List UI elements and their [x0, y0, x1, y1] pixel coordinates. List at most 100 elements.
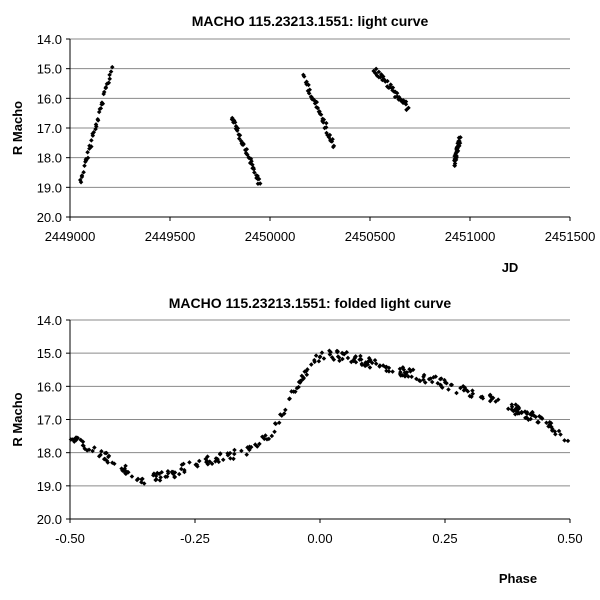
chart2-data-point	[460, 384, 466, 389]
chart2-data-point	[78, 437, 83, 443]
chart2-data-point	[546, 424, 551, 429]
chart2-data-point	[99, 449, 104, 454]
chart2-data-point	[480, 396, 486, 401]
chart2-data-point	[359, 361, 365, 366]
chart2-y-tick-label: 15.0	[37, 346, 62, 361]
chart1-data-point	[457, 140, 463, 146]
chart2-data-point	[423, 380, 428, 385]
chart1-data-point	[95, 118, 101, 123]
chart2-data-point	[470, 388, 475, 393]
chart2-data-point	[327, 348, 332, 354]
chart2-data-point	[272, 429, 277, 435]
chart2-data-point	[228, 456, 233, 461]
chart2-data-point	[278, 412, 283, 417]
chart1-data-point	[324, 120, 329, 126]
chart1-data-point	[101, 89, 107, 95]
chart2-data-point	[255, 444, 260, 449]
chart2-x-tick-label: -0.50	[55, 531, 85, 546]
chart2-data-point	[181, 461, 186, 467]
chart2-data-point	[537, 413, 542, 419]
chart2-data-point	[110, 460, 115, 465]
chart2-data-point	[384, 364, 389, 370]
chart1-data-point	[79, 173, 85, 178]
chart2-y-tick-label: 16.0	[37, 379, 62, 394]
chart2-data-point	[547, 419, 552, 425]
chart1-title: MACHO 115.23213.1551: light curve	[192, 13, 429, 29]
chart2-data-point	[529, 412, 535, 418]
chart2-data-point	[514, 405, 519, 411]
chart2-data-point	[544, 420, 549, 426]
chart2-data-point	[264, 436, 270, 442]
chart2-data-point	[232, 447, 237, 453]
chart1-data-point	[109, 64, 115, 70]
chart2-data-point	[505, 406, 511, 412]
chart2-data-point	[435, 380, 441, 386]
chart2-data-point	[549, 428, 555, 433]
chart1-data-point	[406, 105, 411, 111]
chart2-data-point	[340, 356, 345, 362]
chart2-data-point	[337, 358, 342, 364]
chart2-data-point	[449, 382, 455, 388]
chart1-y-tick-label: 16.0	[37, 91, 62, 106]
chart2-data-point	[369, 360, 375, 366]
chart2-data-point	[297, 380, 303, 385]
chart2-data-point	[313, 353, 319, 358]
chart1-data-point	[78, 179, 84, 185]
chart1-data-point	[85, 155, 91, 161]
chart2-data-point	[406, 374, 411, 379]
chart2-data-point	[101, 456, 107, 462]
chart2-data-point	[469, 394, 474, 400]
chart2-data-point	[163, 474, 168, 479]
chart2-data-point	[125, 469, 130, 475]
chart2-data-point	[304, 372, 310, 377]
chart2-data-point	[319, 350, 325, 355]
chart2-data-point	[410, 367, 416, 373]
chart2-data-point	[524, 415, 530, 421]
chart2-data-point	[98, 452, 103, 458]
chart2-data-point	[293, 389, 298, 394]
chart1-x-tick-label: 2450500	[345, 229, 396, 244]
chart2-data-point	[158, 475, 163, 480]
chart2-data-point	[511, 408, 516, 414]
chart1-data-point	[107, 72, 112, 78]
chart2-data-point	[402, 374, 408, 379]
chart2-title: MACHO 115.23213.1551: folded light curve	[169, 295, 452, 311]
chart1-y-tick-label: 14.0	[37, 32, 62, 47]
chart2-data-point	[398, 373, 404, 378]
chart2-data-point	[514, 409, 520, 414]
chart1-data-point	[91, 130, 97, 135]
chart2-data-point	[217, 452, 223, 457]
chart2-data-point	[465, 389, 471, 394]
chart1-data-point	[98, 106, 104, 111]
chart2-data-point	[556, 428, 562, 434]
chart2-data-point	[176, 471, 182, 477]
chart2-data-point	[417, 378, 423, 384]
chart2-data-point	[294, 385, 300, 391]
chart2-data-point	[401, 367, 407, 372]
chart2-data-point	[461, 388, 467, 393]
chart2-data-point	[283, 407, 288, 413]
chart2-data-point	[220, 457, 226, 462]
chart1-data-point	[257, 181, 263, 186]
chart2-x-tick-label: -0.25	[180, 531, 210, 546]
chart1-data-point	[330, 136, 335, 142]
chart2-data-point	[257, 441, 262, 447]
chart2-y-tick-label: 18.0	[37, 446, 62, 461]
chart2-data-point	[358, 357, 364, 362]
chart2-data-point	[386, 369, 392, 374]
chart1-data-point	[89, 138, 94, 143]
chart2-data-point	[377, 363, 383, 368]
chart2-data-point	[129, 474, 135, 479]
chart2-data-point	[429, 379, 435, 385]
chart1-x-tick-label: 2451000	[445, 229, 496, 244]
chart1-x-axis-label: JD	[502, 260, 519, 275]
chart1-data-point	[106, 80, 112, 86]
chart2-x-tick-label: 0.00	[307, 531, 332, 546]
chart2-data-point	[276, 420, 282, 425]
chart2-data-point	[367, 365, 373, 370]
chart2-data-point	[68, 437, 74, 442]
chart2-y-tick-label: 17.0	[37, 413, 62, 428]
chart2-data-point	[327, 352, 333, 357]
chart2-data-point	[157, 478, 163, 483]
